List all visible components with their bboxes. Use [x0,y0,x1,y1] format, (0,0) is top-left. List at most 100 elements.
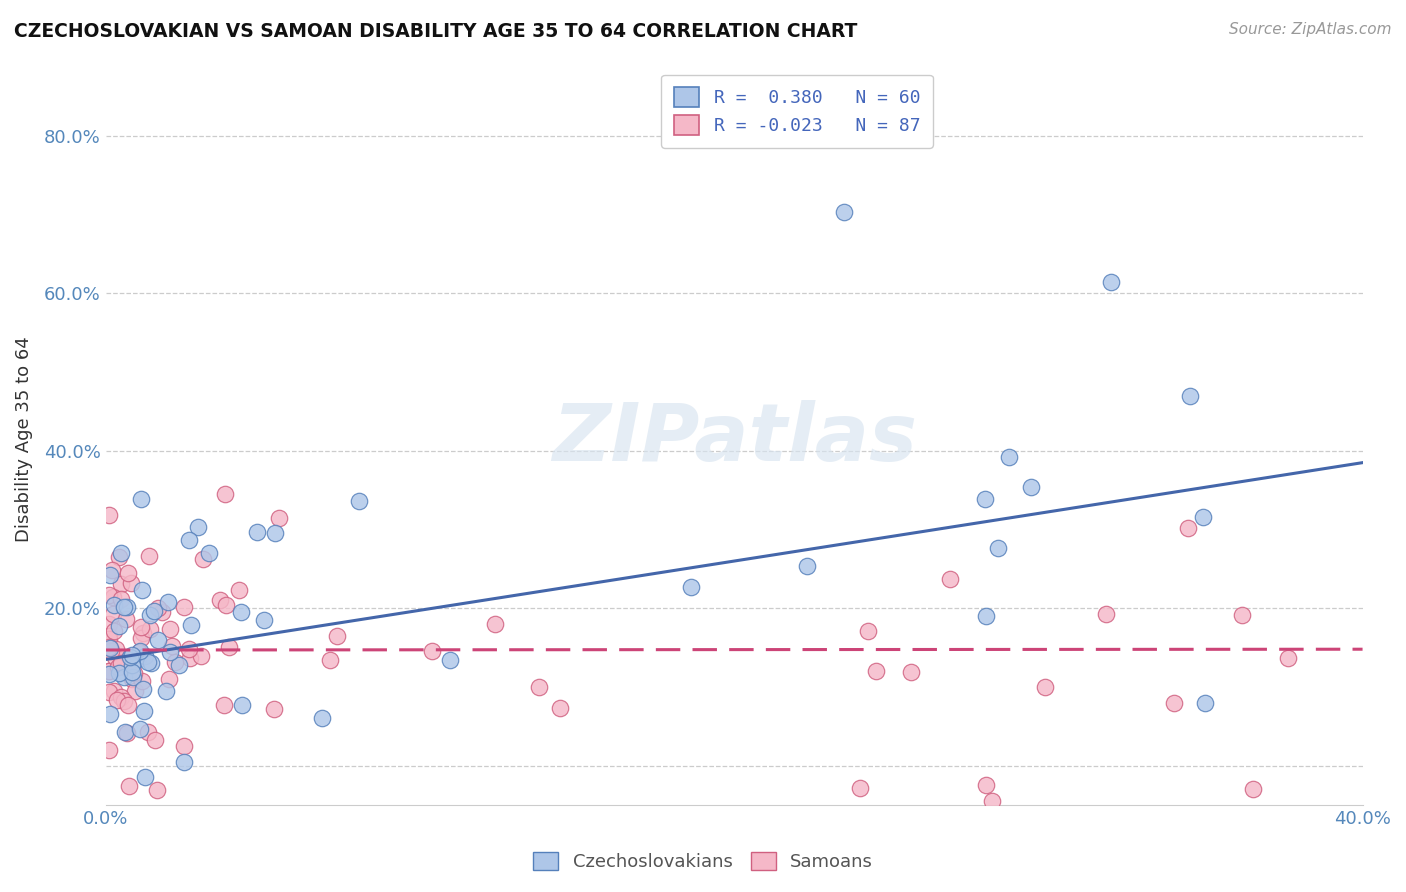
Point [98,617,121,632]
Point [1033,680,1056,694]
Point [1194,696,1216,710]
Point [128,645,150,659]
Point [197,546,219,560]
Point [132,705,155,719]
Point [177,641,200,656]
Point [110,592,132,607]
Point [131,682,153,697]
Point [103,684,125,698]
Point [139,622,162,636]
Point [849,780,872,795]
Point [110,577,132,591]
Point [987,541,1010,555]
Point [100,643,122,657]
Point [974,609,997,624]
Point [105,693,128,707]
Point [98,667,121,681]
Point [246,524,269,539]
Point [191,552,214,566]
Point [122,670,145,684]
Point [103,598,125,612]
Point [101,590,124,604]
Point [129,644,152,658]
Point [1232,608,1254,623]
Point [1191,509,1213,524]
Point [326,629,349,643]
Point [110,546,132,560]
Point [108,666,131,681]
Text: CZECHOSLOVAKIAN VS SAMOAN DISABILITY AGE 35 TO 64 CORRELATION CHART: CZECHOSLOVAKIAN VS SAMOAN DISABILITY AGE… [14,22,858,41]
Legend: R =  0.380   N = 60, R = -0.023   N = 87: R = 0.380 N = 60, R = -0.023 N = 87 [661,75,932,148]
Point [267,510,290,524]
Point [212,698,235,712]
Point [127,652,149,666]
Point [157,673,180,687]
Point [347,494,370,508]
Point [104,649,127,664]
Point [103,607,125,621]
Point [865,664,887,678]
Point [115,661,138,675]
Point [318,653,340,667]
Point [973,491,995,506]
Point [112,694,135,708]
Point [98,685,121,699]
Point [121,673,143,687]
Point [159,622,181,636]
Point [128,722,150,736]
Point [98,508,121,522]
Point [121,665,143,679]
Point [165,655,187,669]
Point [129,491,152,506]
Point [173,756,195,770]
Point [136,725,159,739]
Point [129,631,152,645]
Point [167,657,190,672]
Point [110,656,132,670]
Legend: Czechoslovakians, Samoans: Czechoslovakians, Samoans [526,845,880,879]
Point [132,626,155,640]
Point [231,605,253,619]
Point [439,653,461,667]
Point [422,643,444,657]
Point [138,608,160,623]
Point [997,450,1019,464]
Point [98,664,121,678]
Point [214,487,236,501]
Point [142,604,165,618]
Point [215,598,238,612]
Point [1163,696,1185,710]
Point [115,612,138,626]
Point [1178,389,1201,403]
Point [108,618,131,632]
Point [179,650,201,665]
Point [157,595,180,609]
Point [117,779,139,793]
Point [832,205,855,219]
Point [190,648,212,663]
Point [114,656,136,670]
Point [131,583,153,598]
Point [131,673,153,688]
Point [98,743,121,757]
Point [143,733,166,747]
Point [264,525,287,540]
Point [98,707,121,722]
Point [103,624,125,638]
Point [98,588,121,602]
Point [136,655,159,669]
Point [134,770,156,784]
Point [1099,275,1122,289]
Point [177,533,200,548]
Y-axis label: Disability Age 35 to 64: Disability Age 35 to 64 [15,336,32,542]
Point [146,633,169,648]
Point [155,684,177,698]
Point [112,670,135,684]
Point [117,698,139,712]
Point [146,783,169,797]
Point [134,648,156,663]
Point [98,640,121,654]
Point [1277,651,1299,665]
Point [231,698,253,712]
Point [263,701,285,715]
